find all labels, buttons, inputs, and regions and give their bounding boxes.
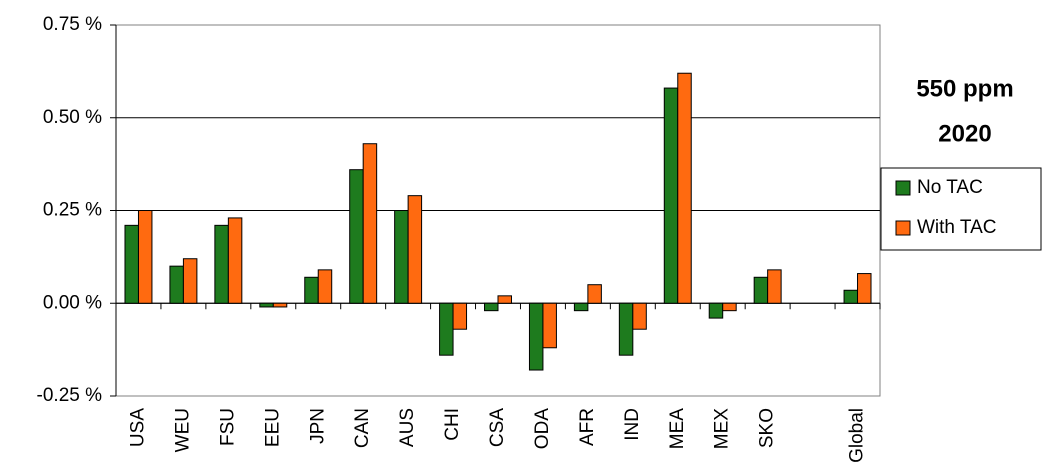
- y-tick-label: -0.25 %: [37, 385, 103, 406]
- bar: [259, 302, 274, 308]
- x-tick-label: AUS: [397, 408, 418, 447]
- bar: [663, 87, 679, 304]
- bar: [587, 284, 602, 304]
- bar: [439, 302, 454, 356]
- bar: [227, 217, 243, 304]
- x-tick-label: MEA: [667, 408, 688, 450]
- x-tick-label: AFR: [577, 408, 598, 446]
- bar: [272, 302, 288, 308]
- annotation: 2020: [938, 120, 991, 147]
- bar: [169, 265, 184, 304]
- x-tick-label: USA: [127, 408, 148, 447]
- bar: [362, 143, 378, 304]
- y-tick-label: 0.25 %: [43, 200, 102, 221]
- bar: [304, 276, 319, 304]
- bar: [722, 302, 737, 312]
- x-tick-label: ODA: [532, 408, 553, 450]
- bar: [573, 302, 589, 312]
- x-tick-label: CHI: [442, 408, 463, 441]
- bar: [528, 302, 544, 371]
- bar: [452, 302, 468, 330]
- bar: [857, 273, 872, 304]
- bar: [124, 224, 139, 304]
- x-tick-label: EEU: [262, 408, 283, 447]
- bar: [632, 302, 647, 330]
- bar: [618, 302, 634, 356]
- y-tick-label: 0.75 %: [43, 14, 102, 35]
- y-tick-label: 0.00 %: [43, 292, 102, 313]
- bar: [484, 302, 499, 312]
- x-tick-label: CAN: [352, 408, 373, 448]
- bar: [407, 195, 423, 304]
- x-tick-label: WEU: [172, 408, 193, 452]
- x-tick-label: JPN: [307, 408, 328, 444]
- legend-label: No TAC: [917, 177, 983, 198]
- bar: [394, 210, 409, 304]
- x-tick-label: CSA: [487, 408, 508, 447]
- bar: [767, 269, 782, 304]
- annotation: 550 ppm: [916, 75, 1013, 102]
- bar: [753, 276, 769, 304]
- y-tick-label: 0.50 %: [43, 107, 102, 128]
- x-tick-label: SKO: [757, 408, 778, 448]
- x-tick-label: Global: [847, 408, 868, 463]
- legend-label: With TAC: [917, 217, 997, 238]
- legend-swatch: [895, 180, 911, 196]
- bar: [317, 269, 333, 304]
- bar: [542, 302, 557, 349]
- x-tick-label: FSU: [217, 408, 238, 446]
- bar: [349, 169, 364, 304]
- bar: [137, 210, 153, 304]
- bar: [214, 224, 229, 304]
- bar: [182, 258, 198, 304]
- bar: [843, 289, 859, 304]
- bar: [708, 302, 724, 319]
- bar: [497, 295, 512, 304]
- x-tick-label: MEX: [712, 408, 733, 450]
- bar: [677, 72, 692, 304]
- x-tick-label: IND: [622, 408, 643, 441]
- legend-swatch: [895, 220, 911, 236]
